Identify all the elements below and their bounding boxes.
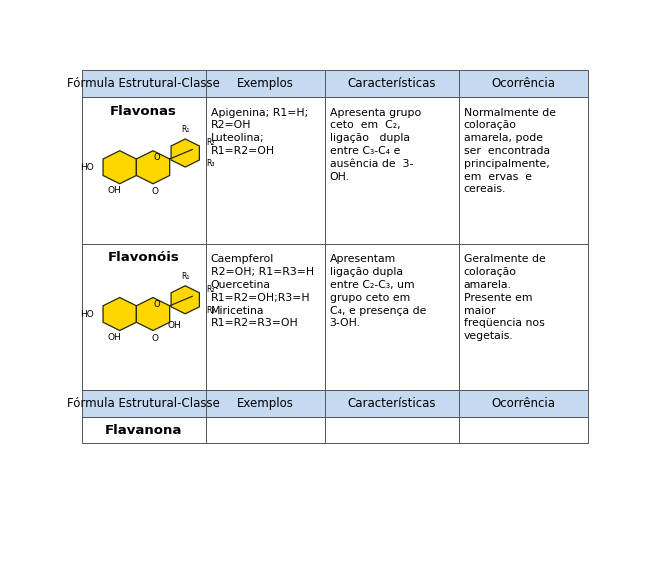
Text: Normalmente de
coloração
amarela, pode
ser  encontrada
principalmente,
em  ervas: Normalmente de coloração amarela, pode s… — [464, 108, 556, 195]
Text: R₃: R₃ — [206, 159, 215, 168]
Text: O: O — [153, 299, 160, 309]
Text: OH: OH — [167, 321, 181, 331]
Text: Características: Características — [347, 397, 436, 411]
Text: R₁: R₁ — [181, 272, 189, 281]
Bar — [206, 70, 325, 97]
Polygon shape — [171, 139, 199, 167]
Text: Apigenina; R1=H;
R2=OH
Luteolina;
R1=R2=OH: Apigenina; R1=H; R2=OH Luteolina; R1=R2=… — [211, 108, 308, 156]
Text: Flavonas: Flavonas — [110, 104, 177, 117]
Bar — [325, 244, 458, 390]
Text: Características: Características — [347, 77, 436, 90]
Polygon shape — [103, 298, 136, 331]
Bar — [206, 244, 325, 390]
Bar — [206, 417, 325, 443]
Text: OH: OH — [107, 186, 121, 195]
Bar — [325, 417, 458, 443]
Bar — [206, 97, 325, 244]
Bar — [325, 390, 458, 417]
Text: Fórmula Estrutural-Classe: Fórmula Estrutural-Classe — [67, 397, 220, 411]
Text: R₂: R₂ — [206, 285, 215, 294]
Bar — [458, 244, 588, 390]
Text: Apresenta grupo
ceto  em  C₂,
ligação   dupla
entre C₃-C₄ e
ausência de  3-
OH.: Apresenta grupo ceto em C₂, ligação dupl… — [330, 108, 421, 182]
Text: R₁: R₁ — [181, 125, 189, 134]
Text: OH: OH — [107, 333, 121, 342]
Bar — [82, 390, 206, 417]
Text: Ocorrência: Ocorrência — [491, 77, 555, 90]
Bar — [82, 97, 206, 244]
Text: Apresentam
ligação dupla
entre C₂-C₃, um
grupo ceto em
C₄, e presença de
3-OH.: Apresentam ligação dupla entre C₂-C₃, um… — [330, 254, 426, 328]
Polygon shape — [103, 151, 136, 184]
Text: Caempferol
R2=OH; R1=R3=H
Quercetina
R1=R2=OH;R3=H
Miricetina
R1=R2=R3=OH: Caempferol R2=OH; R1=R3=H Quercetina R1=… — [211, 254, 314, 328]
Polygon shape — [136, 151, 170, 184]
Bar — [458, 97, 588, 244]
Text: Flavanona: Flavanona — [105, 424, 182, 437]
Bar — [206, 390, 325, 417]
Text: Exemplos: Exemplos — [236, 77, 293, 90]
Text: Flavonóis: Flavonóis — [108, 252, 180, 265]
Text: R₃: R₃ — [206, 306, 215, 315]
Polygon shape — [171, 286, 199, 314]
Text: HO: HO — [80, 310, 94, 319]
Polygon shape — [136, 298, 170, 331]
Text: Geralmente de
coloração
amarela.
Presente em
maior
freqüencia nos
vegetais.: Geralmente de coloração amarela. Present… — [464, 254, 545, 341]
Bar — [458, 70, 588, 97]
Text: Fórmula Estrutural-Classe: Fórmula Estrutural-Classe — [67, 77, 220, 90]
Bar — [325, 70, 458, 97]
Bar — [82, 417, 206, 443]
Bar — [82, 70, 206, 97]
Text: O: O — [151, 187, 159, 196]
Bar — [458, 417, 588, 443]
Text: HO: HO — [80, 163, 94, 171]
Text: R₂: R₂ — [206, 138, 215, 147]
Bar — [458, 390, 588, 417]
Text: Exemplos: Exemplos — [236, 397, 293, 411]
Text: O: O — [153, 153, 160, 162]
Text: Ocorrência: Ocorrência — [491, 397, 555, 411]
Bar — [325, 97, 458, 244]
Text: O: O — [151, 334, 159, 343]
Bar — [82, 244, 206, 390]
